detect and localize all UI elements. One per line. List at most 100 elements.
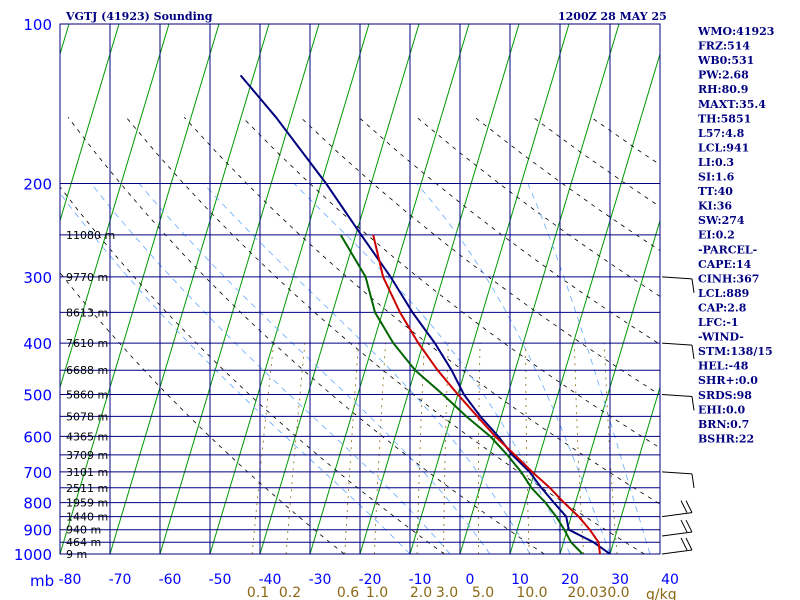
wind-barb bbox=[661, 500, 693, 518]
temperature-tick-label: 0 bbox=[466, 572, 475, 588]
wind-barb bbox=[661, 276, 695, 293]
moist-adiabat-line bbox=[90, 183, 451, 554]
wind-barbs bbox=[661, 276, 695, 555]
dry-adiabat-line bbox=[67, 117, 545, 554]
mixing-ratio-line bbox=[525, 343, 530, 554]
index-line: PW:2.68 bbox=[698, 69, 749, 82]
mixing-ratio-tick-label: 20.0 bbox=[567, 585, 598, 600]
dry-adiabat-line bbox=[125, 117, 645, 554]
index-line: CINH:367 bbox=[698, 272, 759, 285]
height-label: 5860 m bbox=[66, 388, 108, 401]
pressure-tick-label: 700 bbox=[23, 464, 52, 482]
isotherm-line bbox=[760, 24, 800, 554]
dry-adiabat-line bbox=[184, 117, 660, 505]
parcel-trace bbox=[372, 234, 601, 554]
isotherm-line bbox=[0, 24, 19, 554]
height-label: 3101 m bbox=[66, 466, 108, 479]
index-line: CAPE:14 bbox=[698, 258, 752, 271]
index-line: TH:5851 bbox=[698, 112, 751, 125]
index-line: LI:0.3 bbox=[698, 156, 734, 169]
pressure-tick-label: 900 bbox=[23, 522, 52, 540]
isotherm-line bbox=[559, 218, 660, 554]
temperature-tick-label: -30 bbox=[309, 572, 332, 588]
mixing-ratio-line bbox=[603, 343, 618, 554]
temperature-tick-label: -20 bbox=[359, 572, 382, 588]
index-line: -PARCEL- bbox=[698, 243, 757, 256]
isotherm-line bbox=[259, 24, 420, 554]
mixing-ratio-tick-label: 0.1 bbox=[247, 585, 269, 600]
mixing-ratio-line bbox=[477, 343, 481, 554]
index-line: KI:36 bbox=[698, 200, 732, 213]
pressure-tick-label: 600 bbox=[23, 428, 52, 446]
plot-frame bbox=[59, 23, 661, 555]
wind-barb bbox=[661, 471, 695, 488]
height-label: 940 m bbox=[66, 524, 101, 537]
pressure-tick-label: 200 bbox=[23, 176, 52, 194]
temperature-tick-label: 20 bbox=[561, 572, 579, 588]
pressure-tick-label: 1000 bbox=[14, 546, 52, 564]
index-line: -WIND- bbox=[698, 331, 744, 344]
index-line: WB0:531 bbox=[697, 54, 754, 67]
mixing-ratio-tick-label: 5.0 bbox=[472, 585, 494, 600]
height-label: 464 m bbox=[66, 536, 101, 549]
index-line: HEL:-48 bbox=[698, 360, 749, 373]
height-label: 9770 m bbox=[66, 271, 108, 284]
temperature-tick-label: 10 bbox=[511, 572, 529, 588]
temperature-tick-label: -70 bbox=[109, 572, 132, 588]
pressure-tick-label: 100 bbox=[23, 16, 52, 34]
dry-adiabat-line bbox=[60, 272, 345, 554]
pressure-tick-label: 400 bbox=[23, 335, 52, 353]
dry-adiabat-line bbox=[416, 116, 660, 297]
index-line: LCL:889 bbox=[698, 287, 749, 300]
temperature-trace bbox=[239, 74, 611, 554]
isotherm-line bbox=[60, 24, 170, 390]
temperature-tick-label: -40 bbox=[259, 572, 282, 588]
temperature-tick-label: -60 bbox=[159, 572, 182, 588]
moist-adiabat-line bbox=[60, 192, 411, 554]
dry-adiabat-line bbox=[474, 116, 660, 251]
moist-adiabat-line bbox=[416, 183, 611, 554]
height-label: 9 m bbox=[66, 548, 87, 561]
moist-adiabat-line bbox=[203, 183, 531, 554]
wind-barb bbox=[661, 537, 693, 555]
isotherm-line bbox=[109, 24, 270, 554]
pressure-tick-label: 300 bbox=[23, 269, 52, 287]
isotherm-line bbox=[60, 24, 120, 223]
index-line: BSHR:22 bbox=[698, 432, 754, 445]
mixing-ratio-tick-label: 0.6 bbox=[337, 585, 359, 600]
sounding-traces bbox=[239, 74, 611, 554]
isotherm-line bbox=[60, 24, 220, 554]
temperature-tick-label: -50 bbox=[209, 572, 232, 588]
wind-barb bbox=[661, 519, 693, 537]
dewpoint-trace bbox=[339, 234, 584, 554]
mixing-ratio-tick-label: 0.2 bbox=[279, 585, 301, 600]
mixing-ratio-tick-label: 1.0 bbox=[366, 585, 388, 600]
mixing-ratio-tick-label: 2.0 bbox=[410, 585, 432, 600]
index-line: SI:1.6 bbox=[698, 171, 735, 184]
index-line: LCL:941 bbox=[698, 141, 749, 154]
index-line: SW:274 bbox=[698, 214, 745, 227]
pressure-grid bbox=[59, 23, 661, 555]
isotherm-line bbox=[359, 24, 520, 554]
isotherm-line bbox=[159, 24, 320, 554]
index-line: CAP:2.8 bbox=[698, 301, 747, 314]
mixing-ratio-unit-label: g/kg bbox=[646, 587, 677, 600]
pressure-tick-label: 800 bbox=[23, 495, 52, 513]
index-line: FRZ:514 bbox=[698, 40, 750, 53]
index-line: RH:80.9 bbox=[698, 83, 748, 96]
height-label: 8613 m bbox=[66, 306, 108, 319]
height-label: 11080 m bbox=[66, 229, 115, 242]
wind-barb bbox=[661, 393, 695, 411]
dry-adiabat-line bbox=[590, 116, 660, 166]
mixing-ratio-tick-label: 3.0 bbox=[436, 585, 458, 600]
temperature-tick-label: -10 bbox=[409, 572, 432, 588]
index-line: SHR+:0.0 bbox=[698, 374, 758, 387]
height-label: 1440 m bbox=[66, 511, 108, 524]
chart-time: 1200Z 28 MAY 25 bbox=[558, 10, 667, 23]
temperature-tick-label: 40 bbox=[661, 572, 679, 588]
isotherm-line bbox=[609, 385, 660, 554]
height-label: 4365 m bbox=[66, 430, 108, 443]
